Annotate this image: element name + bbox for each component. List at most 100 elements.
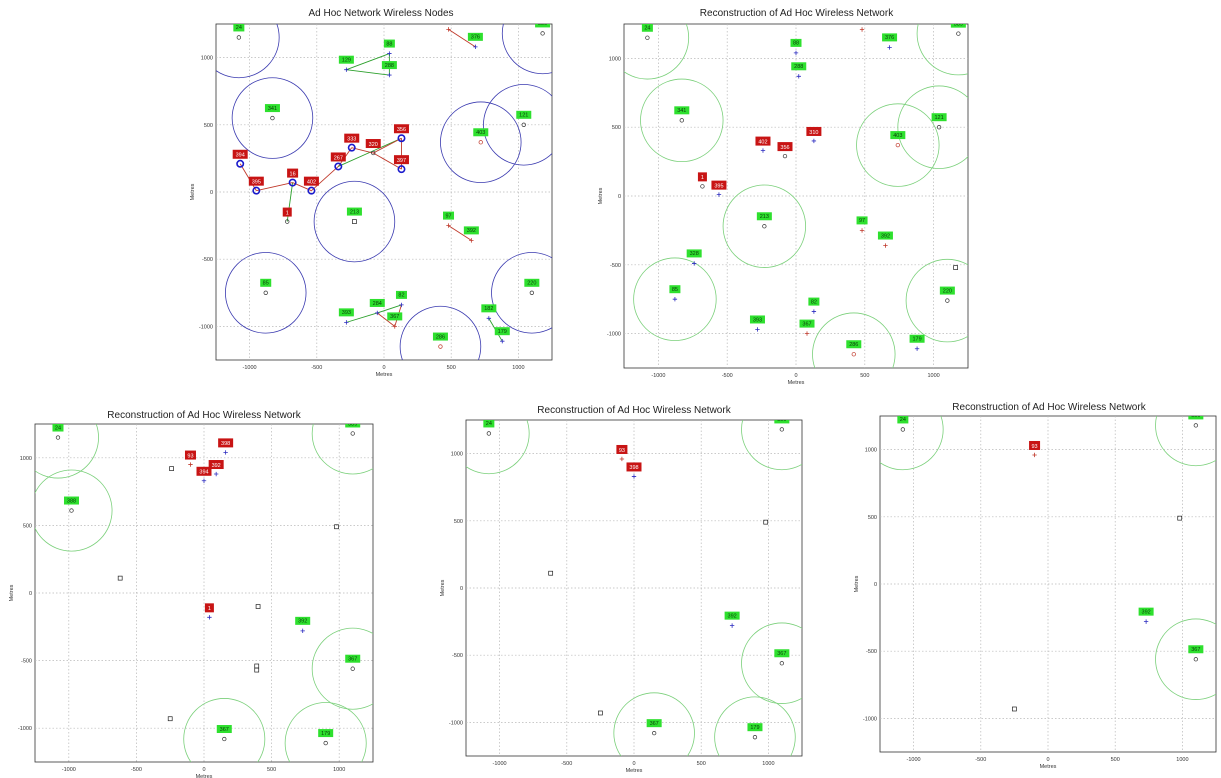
plot-content: 24 388 389 392 367 367 179 93 394 392 398 1 bbox=[35, 424, 373, 762]
node-link bbox=[377, 312, 396, 327]
node-marker-plus bbox=[387, 51, 392, 56]
node-marker-plus bbox=[392, 324, 397, 329]
node-marker-circle bbox=[478, 140, 483, 145]
node-label: 179 bbox=[912, 337, 921, 343]
node-marker-plus bbox=[469, 238, 474, 243]
x-axis-label: Metres bbox=[626, 768, 643, 774]
node-label: 97 bbox=[445, 213, 451, 219]
node-marker-circle bbox=[323, 740, 328, 746]
node-label-box bbox=[626, 462, 642, 472]
node-label-box bbox=[346, 207, 362, 216]
node-label: 367 bbox=[220, 727, 229, 733]
node-label-box bbox=[264, 104, 280, 113]
node-label-box bbox=[516, 110, 532, 119]
coverage-circle bbox=[483, 84, 552, 166]
node-label-box bbox=[931, 113, 947, 122]
node-marker-plus bbox=[1143, 619, 1149, 624]
node-label-box bbox=[338, 55, 354, 64]
plot-content: 24 389 392 367 367 179 93 398 bbox=[466, 420, 802, 756]
node-label-box bbox=[232, 149, 248, 159]
node-label: 394 bbox=[199, 470, 208, 476]
coverage-circle bbox=[399, 305, 482, 360]
node-label: 341 bbox=[268, 106, 277, 112]
node-label: 392 bbox=[212, 463, 221, 469]
y-tick-label: -1000 bbox=[199, 324, 213, 330]
node-label: 267 bbox=[334, 155, 343, 161]
y-tick-label: 500 bbox=[868, 515, 877, 521]
y-tick-label: 500 bbox=[612, 125, 621, 131]
coverage-circle bbox=[35, 469, 113, 552]
node-label: 93 bbox=[619, 448, 625, 454]
node-marker-circle bbox=[679, 118, 684, 123]
x-tick-label: -500 bbox=[561, 761, 572, 767]
node-link bbox=[377, 304, 402, 314]
node-label-box bbox=[260, 278, 272, 287]
x-tick-label: 500 bbox=[1111, 757, 1120, 763]
node-marker-plus bbox=[375, 310, 380, 316]
node-marker-circle bbox=[900, 427, 905, 432]
coverage-circle bbox=[624, 24, 690, 80]
coverage-circle bbox=[905, 258, 968, 343]
node-marker-plus bbox=[344, 67, 349, 72]
node-label: 121 bbox=[935, 115, 944, 121]
node-marker-plus bbox=[859, 27, 865, 32]
coverage-circle bbox=[311, 424, 373, 475]
node-marker-plus bbox=[300, 628, 305, 634]
node-link bbox=[373, 137, 402, 154]
node-label-box bbox=[395, 290, 407, 299]
node-marker-circle bbox=[270, 115, 275, 121]
node-marker-square bbox=[598, 710, 603, 716]
node-label: 376 bbox=[471, 35, 480, 41]
coverage-circle bbox=[313, 180, 396, 263]
chart-title: Reconstruction of Ad Hoc Wireless Networ… bbox=[699, 8, 894, 19]
x-tick-label: -500 bbox=[311, 365, 322, 371]
node-label-box bbox=[481, 304, 497, 313]
node-link bbox=[373, 152, 402, 170]
y-tick-label: -500 bbox=[452, 653, 463, 659]
node-marker-plus bbox=[729, 623, 735, 628]
node-label: 389 bbox=[1191, 413, 1200, 419]
y-axis-label: Metres bbox=[854, 575, 860, 592]
node-label-box bbox=[790, 38, 802, 47]
node-marker-circle bbox=[285, 219, 290, 224]
node-label-box bbox=[318, 729, 334, 738]
node-link bbox=[239, 163, 257, 191]
node-label-box bbox=[473, 128, 489, 137]
coverage-circle bbox=[714, 696, 796, 756]
node-marker-square bbox=[169, 466, 174, 471]
node-marker-square bbox=[117, 575, 123, 581]
node-marker-plus bbox=[207, 615, 212, 620]
node-label: 333 bbox=[347, 136, 356, 142]
node-label: 356 bbox=[780, 145, 789, 151]
node-marker-circle bbox=[486, 431, 491, 436]
node-label-box bbox=[882, 33, 898, 42]
node-label: 1 bbox=[286, 210, 289, 216]
node-label: 392 bbox=[467, 228, 476, 234]
node-label: 129 bbox=[342, 57, 351, 63]
node-marker-square bbox=[255, 604, 261, 609]
node-label-box bbox=[909, 334, 925, 343]
node-link bbox=[448, 225, 472, 241]
x-tick-label: -500 bbox=[722, 373, 733, 379]
node-label: 395 bbox=[252, 179, 261, 185]
node-marker-circle bbox=[851, 352, 856, 357]
node-marker-plus bbox=[473, 44, 478, 50]
node-label: 389 bbox=[538, 21, 547, 27]
node-label: 121 bbox=[519, 113, 528, 119]
node-label-box bbox=[774, 420, 790, 424]
node-label: 402 bbox=[307, 179, 316, 185]
node-label-box bbox=[806, 126, 822, 136]
node-label-box bbox=[387, 312, 403, 321]
x-tick-label: -500 bbox=[975, 757, 986, 763]
y-tick-label: -500 bbox=[866, 649, 877, 655]
coverage-circle bbox=[35, 424, 99, 479]
node-label-box bbox=[432, 332, 448, 341]
node-label: 310 bbox=[809, 130, 818, 136]
node-marker-square bbox=[167, 716, 173, 722]
y-tick-label: 1000 bbox=[609, 56, 621, 62]
node-label: 179 bbox=[498, 329, 507, 335]
